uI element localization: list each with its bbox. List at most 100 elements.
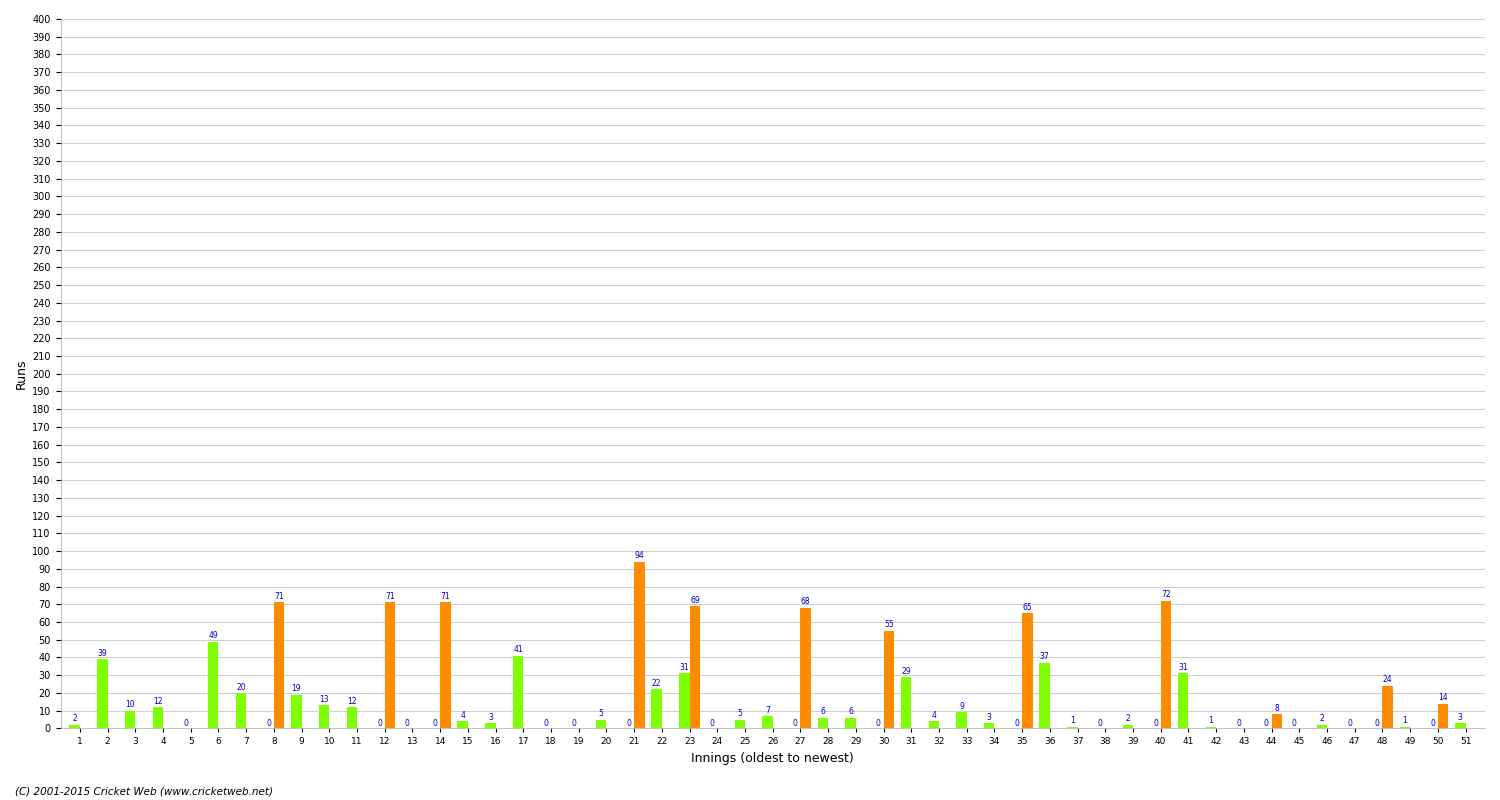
- X-axis label: Innings (oldest to newest): Innings (oldest to newest): [692, 752, 853, 765]
- Text: 0: 0: [266, 718, 272, 727]
- Bar: [1066, 726, 1077, 729]
- Bar: [209, 642, 219, 729]
- Text: 0: 0: [376, 718, 382, 727]
- Text: 29: 29: [902, 666, 910, 675]
- Text: 4: 4: [932, 711, 936, 720]
- Bar: [1022, 613, 1032, 729]
- Text: 5: 5: [598, 709, 603, 718]
- Bar: [651, 690, 662, 729]
- Text: 0: 0: [1430, 718, 1436, 727]
- Bar: [680, 674, 690, 729]
- Bar: [274, 602, 285, 729]
- Text: 6: 6: [847, 707, 853, 716]
- Bar: [386, 602, 396, 729]
- Text: 1: 1: [1209, 716, 1214, 726]
- Text: 0: 0: [543, 718, 548, 727]
- Text: 41: 41: [513, 646, 523, 654]
- Bar: [346, 707, 357, 729]
- Bar: [690, 606, 700, 729]
- Bar: [484, 723, 495, 729]
- Text: 12: 12: [153, 697, 162, 706]
- Text: 31: 31: [1179, 663, 1188, 672]
- Bar: [884, 631, 894, 729]
- Bar: [1040, 662, 1050, 729]
- Bar: [596, 719, 606, 729]
- Text: 2: 2: [72, 714, 76, 723]
- Bar: [1122, 725, 1132, 729]
- Text: 5: 5: [738, 709, 742, 718]
- Bar: [801, 608, 812, 729]
- Text: 6: 6: [821, 707, 825, 716]
- Text: 0: 0: [1347, 718, 1352, 727]
- Text: 1: 1: [1070, 716, 1074, 726]
- Text: 20: 20: [236, 682, 246, 691]
- Bar: [69, 725, 80, 729]
- Bar: [236, 693, 246, 729]
- Text: 0: 0: [1376, 718, 1380, 727]
- Text: 2: 2: [1125, 714, 1130, 723]
- Text: 71: 71: [274, 592, 284, 601]
- Bar: [1317, 725, 1328, 729]
- Text: 0: 0: [1292, 718, 1296, 727]
- Text: 0: 0: [1154, 718, 1158, 727]
- Text: 0: 0: [876, 718, 880, 727]
- Text: 55: 55: [884, 621, 894, 630]
- Text: 65: 65: [1023, 602, 1032, 612]
- Text: 19: 19: [291, 684, 302, 694]
- Bar: [818, 718, 828, 729]
- Bar: [1383, 686, 1394, 729]
- Text: 0: 0: [794, 718, 798, 727]
- Text: 3: 3: [488, 713, 494, 722]
- Text: 10: 10: [126, 700, 135, 710]
- Bar: [1455, 723, 1466, 729]
- Bar: [846, 718, 856, 729]
- Text: 3: 3: [987, 713, 992, 722]
- Text: 2: 2: [1320, 714, 1324, 723]
- Bar: [98, 659, 108, 729]
- Bar: [440, 602, 450, 729]
- Y-axis label: Runs: Runs: [15, 358, 28, 389]
- Text: 9: 9: [958, 702, 964, 711]
- Bar: [762, 716, 772, 729]
- Text: 69: 69: [690, 596, 700, 605]
- Text: 0: 0: [405, 718, 410, 727]
- Text: 37: 37: [1040, 652, 1050, 662]
- Bar: [320, 706, 330, 729]
- Text: 3: 3: [1458, 713, 1462, 722]
- Text: 0: 0: [1236, 718, 1240, 727]
- Bar: [1438, 703, 1449, 729]
- Text: 24: 24: [1383, 675, 1392, 685]
- Bar: [735, 719, 746, 729]
- Text: 68: 68: [801, 598, 810, 606]
- Text: 39: 39: [98, 649, 106, 658]
- Bar: [1272, 714, 1282, 729]
- Bar: [1161, 601, 1172, 729]
- Text: 72: 72: [1161, 590, 1172, 599]
- Text: 31: 31: [680, 663, 688, 672]
- Text: 0: 0: [572, 718, 576, 727]
- Text: 8: 8: [1275, 704, 1280, 713]
- Text: 71: 71: [386, 592, 394, 601]
- Bar: [984, 723, 994, 729]
- Text: 0: 0: [710, 718, 714, 727]
- Bar: [902, 677, 912, 729]
- Text: 12: 12: [346, 697, 357, 706]
- Text: 22: 22: [652, 679, 662, 688]
- Text: 71: 71: [441, 592, 450, 601]
- Text: (C) 2001-2015 Cricket Web (www.cricketweb.net): (C) 2001-2015 Cricket Web (www.cricketwe…: [15, 786, 273, 796]
- Text: 0: 0: [1014, 718, 1020, 727]
- Text: 7: 7: [765, 706, 770, 714]
- Bar: [513, 656, 523, 729]
- Text: 0: 0: [1098, 718, 1102, 727]
- Text: 0: 0: [183, 718, 188, 727]
- Bar: [458, 722, 468, 729]
- Text: 0: 0: [432, 718, 438, 727]
- Text: 0: 0: [1264, 718, 1269, 727]
- Bar: [291, 694, 302, 729]
- Text: 1: 1: [1402, 716, 1407, 726]
- Text: 94: 94: [634, 551, 645, 560]
- Bar: [1400, 726, 1410, 729]
- Text: 49: 49: [209, 631, 218, 640]
- Bar: [956, 713, 968, 729]
- Text: 14: 14: [1438, 693, 1448, 702]
